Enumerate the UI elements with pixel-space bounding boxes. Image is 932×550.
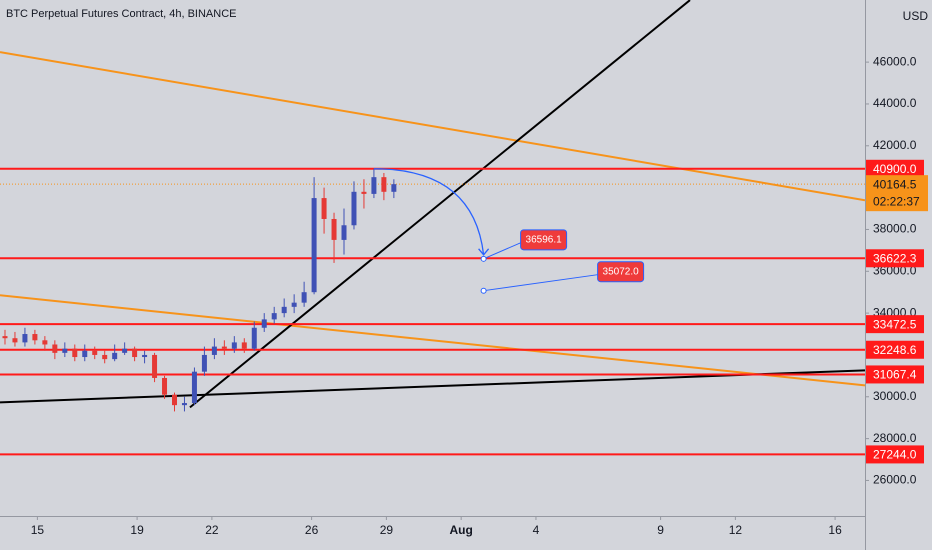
level-badge [866, 315, 924, 334]
candle-body [351, 191, 357, 226]
candle-body [32, 334, 38, 341]
level-badge [866, 249, 924, 268]
candle-body [92, 350, 98, 355]
candle-body [2, 336, 8, 339]
y-tick-label: 42000.0 [873, 138, 917, 152]
level-label: 31067.4 [873, 368, 917, 382]
candle-body [102, 354, 108, 360]
candle-body [162, 377, 168, 395]
candle-body [191, 371, 197, 404]
y-tick-label: 30000.0 [873, 389, 917, 403]
candle-body [261, 319, 267, 328]
target-badge [520, 229, 568, 251]
trend-line [0, 294, 865, 387]
plot: 36596.1 35072.0 [0, 0, 865, 456]
level-badge [866, 340, 924, 359]
trend-line [0, 369, 865, 404]
candle-body [72, 348, 78, 358]
level-badge [866, 159, 924, 178]
candle-body [12, 338, 18, 343]
candle-body [62, 348, 68, 353]
x-tick-label: 15 [31, 523, 45, 537]
candle-body [171, 394, 177, 406]
target-point [480, 287, 487, 294]
candle-body [22, 334, 28, 343]
x-tick-label: 4 [533, 523, 540, 537]
candle-body [132, 348, 138, 358]
candle-body [201, 354, 207, 372]
currency: USD [903, 9, 929, 23]
last-price-label: 40164.5 [873, 177, 917, 191]
x-tick-label: 19 [130, 523, 144, 537]
x-tick-label: 26 [305, 523, 319, 537]
x-tick-label: 22 [205, 523, 219, 537]
target-label: 35072.0 [603, 266, 640, 277]
candle-body [112, 352, 118, 360]
level-label: 33472.5 [873, 317, 917, 331]
candle-body [311, 198, 317, 293]
target-point [480, 255, 487, 262]
x-tick-label: 9 [657, 523, 664, 537]
y-tick-label: 28000.0 [873, 431, 917, 445]
level-label: 36622.3 [873, 251, 917, 265]
candle-body [221, 346, 227, 349]
x-tick-label: Aug [450, 523, 473, 537]
target-connector [483, 274, 598, 292]
last-price-badge [866, 175, 928, 212]
y-tick-label: 44000.0 [873, 96, 917, 110]
trend-line [0, 51, 865, 202]
candle-body [291, 302, 297, 307]
candle-body [231, 342, 237, 349]
x-tick-label: 16 [828, 523, 842, 537]
candle-body [181, 403, 187, 406]
candle-body [122, 348, 128, 353]
projection-arrow [373, 168, 485, 255]
candle-body [331, 218, 337, 240]
y-tick-label: 26000.0 [873, 473, 917, 487]
candle-body [271, 313, 277, 320]
countdown: 02:22:37 [873, 194, 920, 208]
level-badge [866, 365, 924, 384]
candle-body [142, 354, 148, 358]
candle-body [152, 354, 158, 378]
candle-body [52, 344, 58, 353]
candle-body [381, 177, 387, 192]
level-label: 40900.0 [873, 162, 917, 176]
target-badge [597, 261, 645, 283]
candle-body [82, 350, 88, 358]
candle-body [211, 346, 217, 355]
candle-body [321, 198, 327, 219]
candle-body [241, 342, 247, 349]
x-tick-label: 12 [729, 523, 743, 537]
chart-title: BTC Perpetual Futures Contract, 4h, BINA… [6, 8, 236, 20]
x-tick-label: 29 [380, 523, 394, 537]
arrow-head [478, 248, 490, 256]
candle-body [391, 184, 397, 192]
level-badge [866, 445, 924, 464]
candle-body [301, 292, 307, 303]
candle-body [42, 340, 48, 345]
y-tick-label: 46000.0 [873, 54, 917, 68]
candle-body [361, 191, 367, 194]
trend-line [189, 0, 691, 409]
level-label: 32248.6 [873, 343, 917, 357]
target-connector [483, 242, 521, 260]
candle-body [371, 177, 377, 194]
target-label: 36596.1 [526, 234, 563, 245]
candle-body [281, 306, 287, 314]
candle-body [251, 327, 257, 349]
y-tick-label: 38000.0 [873, 222, 917, 236]
level-label: 27244.0 [873, 448, 917, 462]
candle-body [341, 225, 347, 240]
